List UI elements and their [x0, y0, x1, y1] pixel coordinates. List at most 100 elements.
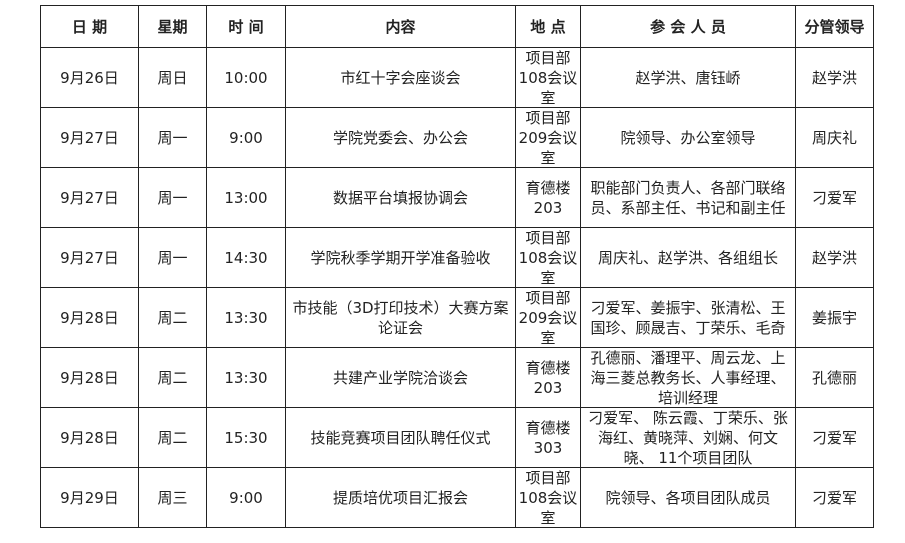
cell-content: 市技能（3D打印技术）大赛方案论证会	[285, 287, 516, 348]
cell-text: 项目部108会议室	[518, 468, 578, 527]
cell-text: 15:30	[224, 428, 268, 447]
cell-text: 学院秋季学期开学准备验收	[310, 248, 491, 267]
cell-text: 孔德丽	[811, 368, 857, 387]
cell-leader: 刁爱军	[795, 167, 874, 228]
cell-content: 数据平台填报协调会	[285, 167, 516, 228]
table-row: 9月28日 周二 13:30 市技能（3D打印技术）大赛方案论证会 项目部209会议室刁…	[40, 287, 874, 348]
cell-leader: 刁爱军	[795, 407, 874, 468]
cell-text: 周三	[157, 488, 188, 507]
cell-participants: 职能部门负责人、各部门联络员、系部主任、书记和副主任	[580, 167, 796, 228]
cell-text: 赵学洪、唐钰峤	[635, 68, 741, 87]
cell-leader: 刁爱军	[795, 467, 874, 528]
cell-content: 学院秋季学期开学准备验收	[285, 227, 516, 288]
table-row: 9月27日 周一 14:30 学院秋季学期开学准备验收 项目部108会议室 周庆礼、赵学洪…	[40, 227, 874, 288]
cell-content: 技能竞赛项目团队聘任仪式	[285, 407, 516, 468]
header-label: 星期	[157, 17, 188, 36]
cell-text: 项目部209会议室	[518, 108, 578, 167]
cell-date: 9月28日	[40, 407, 139, 468]
header-participants: 参 会 人 员	[580, 5, 796, 48]
table-row: 9月28日 周二 13:30 共建产业学院洽谈会 育德楼203 孔德丽、潘理平、周云龙、上…	[40, 347, 874, 408]
header-weekday: 星期	[138, 5, 207, 48]
cell-text: 项目部108会议室	[518, 228, 578, 287]
cell-text: 9月27日	[60, 188, 119, 207]
cell-text: 9月28日	[60, 368, 119, 387]
cell-text: 刁爱军	[811, 428, 857, 447]
cell-weekday: 周一	[138, 167, 207, 228]
cell-text: 10:00	[224, 68, 268, 87]
cell-text: 提质培优项目汇报会	[332, 488, 468, 507]
cell-location: 项目部209会议室	[515, 287, 581, 348]
header-leader: 分管领导	[795, 5, 874, 48]
schedule-table: 日 期 星期 时 间 内容 地 点 参 会 人 员 分管领导 9月26日 周日 10:00 市红十…	[40, 5, 874, 528]
cell-text: 13:30	[224, 308, 268, 327]
cell-text: 技能竞赛项目团队聘任仪式	[310, 428, 491, 447]
cell-time: 14:30	[206, 227, 286, 288]
cell-time: 15:30	[206, 407, 286, 468]
cell-location: 项目部108会议室	[515, 47, 581, 108]
cell-text: 9月26日	[60, 68, 119, 87]
cell-location: 育德楼203	[515, 347, 581, 408]
cell-weekday: 周三	[138, 467, 207, 528]
cell-text: 学院党委会、办公会	[332, 128, 468, 147]
cell-leader: 孔德丽	[795, 347, 874, 408]
cell-leader: 周庆礼	[795, 107, 874, 168]
cell-participants: 刁爱军、姜振宇、张清松、王国珍、顾晟吉、丁荣乐、毛奇	[580, 287, 796, 348]
header-date: 日 期	[40, 5, 139, 48]
cell-weekday: 周一	[138, 107, 207, 168]
cell-location: 项目部108会议室	[515, 227, 581, 288]
header-label: 分管领导	[804, 17, 865, 36]
cell-weekday: 周日	[138, 47, 207, 108]
cell-text: 育德楼203	[525, 178, 571, 217]
header-label: 内容	[385, 17, 416, 36]
header-content: 内容	[285, 5, 516, 48]
cell-text: 孔德丽、潘理平、周云龙、上海三菱总教务长、人事经理、培训经理	[590, 348, 786, 407]
cell-text: 周二	[157, 308, 188, 327]
cell-time: 9:00	[206, 467, 286, 528]
cell-weekday: 周二	[138, 287, 207, 348]
cell-text: 姜振宇	[811, 308, 857, 327]
cell-text: 9月27日	[60, 128, 119, 147]
cell-text: 院领导、各项目团队成员	[605, 488, 771, 507]
cell-content: 提质培优项目汇报会	[285, 467, 516, 528]
cell-participants: 赵学洪、唐钰峤	[580, 47, 796, 108]
cell-location: 育德楼303	[515, 407, 581, 468]
cell-participants: 周庆礼、赵学洪、各组组长	[580, 227, 796, 288]
cell-time: 13:00	[206, 167, 286, 228]
cell-text: 市技能（3D打印技术）大赛方案论证会	[292, 298, 509, 337]
cell-text: 刁爱军、 陈云霞、丁荣乐、张海红、黄晓萍、刘娴、何文晓、 11个项目团队	[588, 408, 788, 467]
cell-weekday: 周二	[138, 407, 207, 468]
cell-text: 周庆礼、赵学洪、各组组长	[597, 248, 778, 267]
table-row: 9月27日 周一 9:00 学院党委会、办公会 项目部209会议室 院领导、办公室领导 周庆…	[40, 107, 874, 168]
cell-weekday: 周一	[138, 227, 207, 288]
cell-text: 9月27日	[60, 248, 119, 267]
cell-participants: 刁爱军、 陈云霞、丁荣乐、张海红、黄晓萍、刘娴、何文晓、 11个项目团队	[580, 407, 796, 468]
cell-leader: 赵学洪	[795, 227, 874, 288]
cell-text: 9月28日	[60, 428, 119, 447]
cell-text: 14:30	[224, 248, 268, 267]
header-label: 时 间	[228, 17, 264, 36]
cell-text: 13:00	[224, 188, 268, 207]
cell-text: 育德楼203	[525, 358, 571, 397]
cell-text: 周一	[157, 248, 188, 267]
cell-leader: 姜振宇	[795, 287, 874, 348]
cell-content: 共建产业学院洽谈会	[285, 347, 516, 408]
header-label: 参 会 人 员	[650, 17, 726, 36]
header-location: 地 点	[515, 5, 581, 48]
cell-date: 9月27日	[40, 107, 139, 168]
cell-location: 项目部209会议室	[515, 107, 581, 168]
cell-text: 9月28日	[60, 308, 119, 327]
cell-date: 9月26日	[40, 47, 139, 108]
cell-participants: 孔德丽、潘理平、周云龙、上海三菱总教务长、人事经理、培训经理	[580, 347, 796, 408]
header-time: 时 间	[206, 5, 286, 48]
cell-text: 育德楼303	[525, 418, 571, 457]
cell-text: 项目部108会议室	[518, 48, 578, 107]
table-row: 9月29日 周三 9:00 提质培优项目汇报会 项目部108会议室 院领导、各项目团队成员…	[40, 467, 874, 528]
cell-weekday: 周二	[138, 347, 207, 408]
cell-time: 13:30	[206, 347, 286, 408]
cell-text: 周日	[157, 68, 188, 87]
cell-text: 赵学洪	[811, 248, 857, 267]
cell-text: 刁爱军、姜振宇、张清松、王国珍、顾晟吉、丁荣乐、毛奇	[590, 298, 786, 337]
cell-text: 院领导、办公室领导	[620, 128, 756, 147]
cell-text: 刁爱军	[811, 188, 857, 207]
cell-date: 9月28日	[40, 347, 139, 408]
